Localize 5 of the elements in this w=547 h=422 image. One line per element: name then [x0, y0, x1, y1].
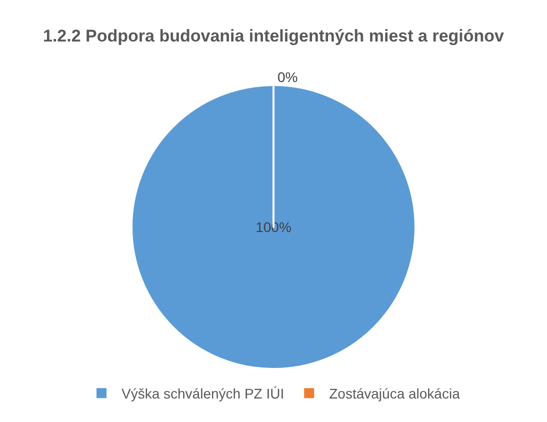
text: 0%	[278, 69, 298, 85]
legend-label: Zostávajúca alokácia	[329, 386, 460, 402]
data-label: 100%	[256, 219, 292, 235]
legend-label: Výška schválených PZ IÚI	[122, 386, 284, 402]
chart-title: 1.2.2 Podpora budovania inteligentných miest a regiónov	[43, 26, 505, 46]
